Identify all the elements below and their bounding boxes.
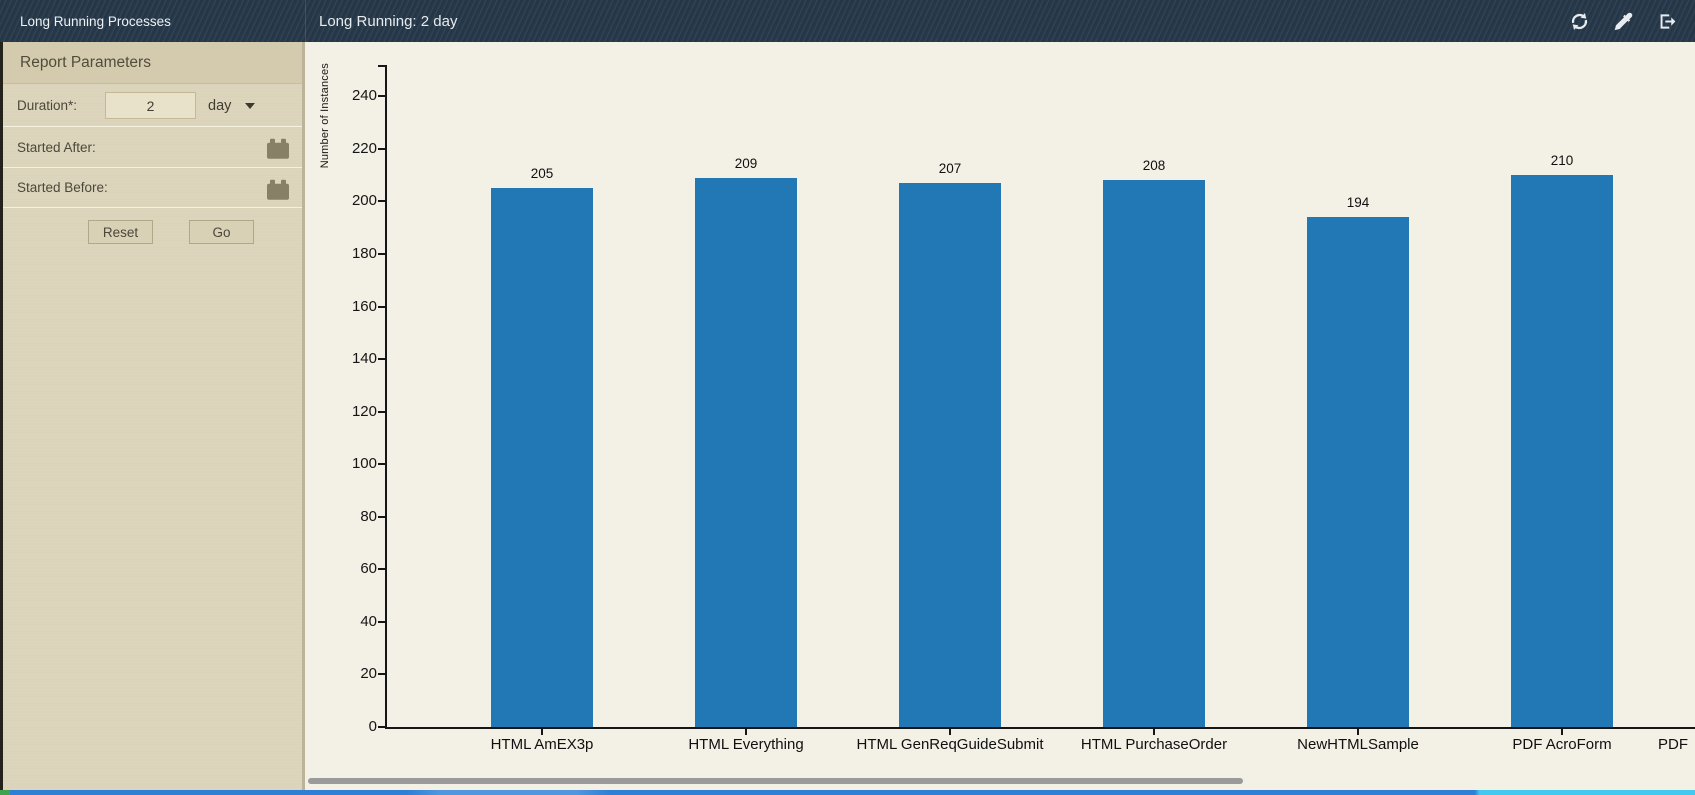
sidebar: Report Parameters Duration*: day Started… <box>0 42 305 795</box>
y-axis-line <box>378 65 387 729</box>
bar[interactable] <box>1103 180 1205 727</box>
bar-value-label: 208 <box>1142 158 1166 173</box>
y-tick-label: 220 <box>351 139 377 157</box>
refresh-button[interactable] <box>1567 9 1591 33</box>
x-axis-line <box>385 727 1695 729</box>
y-tick-label: 180 <box>351 244 377 262</box>
report-title: Long Running: 2 day <box>319 12 458 30</box>
bar-value-label: 209 <box>734 156 758 171</box>
y-tick-label: 200 <box>351 192 377 210</box>
y-tick <box>378 95 385 98</box>
report-parameters-title: Report Parameters <box>20 53 151 71</box>
y-tick <box>378 200 385 203</box>
app-header: Long Running Processes Long Running: 2 d… <box>0 0 1695 42</box>
y-tick-label: 40 <box>360 612 377 630</box>
report-parameters-header: Report Parameters <box>3 42 302 84</box>
y-tick <box>378 726 385 728</box>
y-tick <box>378 410 385 413</box>
y-tick <box>378 252 385 255</box>
y-tick <box>378 620 385 623</box>
y-tick-label: 160 <box>351 297 377 315</box>
y-tick-label: 60 <box>360 560 377 578</box>
started-before-row: Started Before: <box>3 168 302 208</box>
duration-input[interactable] <box>105 92 196 119</box>
x-axis-label: HTML PurchaseOrder <box>1080 736 1228 753</box>
eyedropper-button[interactable] <box>1611 9 1635 33</box>
bottom-accent-strip <box>0 790 1695 795</box>
bar[interactable] <box>491 188 593 727</box>
y-tick-label: 0 <box>368 718 377 735</box>
horizontal-scrollbar-thumb[interactable] <box>308 778 1243 784</box>
y-tick-label: 20 <box>360 665 377 683</box>
y-tick <box>378 463 385 466</box>
y-tick <box>378 515 385 518</box>
y-tick <box>378 147 385 150</box>
bar-value-label: 207 <box>938 161 962 176</box>
y-tick-label: 120 <box>351 402 377 420</box>
started-before-label: Started Before: <box>17 180 108 195</box>
duration-unit-select[interactable]: day <box>208 92 256 119</box>
y-tick <box>378 673 385 676</box>
x-axis-label: PDF AcroForm <box>1512 736 1612 753</box>
header-actions <box>1567 9 1695 33</box>
bar-value-label: 210 <box>1550 153 1574 168</box>
report-header: Long Running: 2 day <box>305 0 1695 42</box>
refresh-icon <box>1571 12 1587 30</box>
export-button[interactable] <box>1655 9 1679 33</box>
calendar-icon <box>267 179 289 200</box>
x-axis-label: HTML Everything <box>688 736 804 753</box>
y-tick <box>378 358 385 361</box>
x-axis-label-partial: PDF <box>1658 736 1688 753</box>
bar-value-label: 194 <box>1346 195 1370 210</box>
duration-label: Duration*: <box>17 97 78 113</box>
y-tick-label: 100 <box>351 455 377 473</box>
started-after-calendar-button[interactable] <box>267 138 289 159</box>
x-tick <box>1153 729 1155 735</box>
export-icon <box>1660 13 1675 29</box>
bar-value-label: 205 <box>530 166 554 181</box>
started-after-label: Started After: <box>17 139 96 155</box>
y-tick <box>378 568 385 571</box>
started-after-row: Started After: <box>3 127 302 168</box>
y-tick-label: 240 <box>351 87 377 105</box>
x-tick <box>1561 729 1563 735</box>
started-before-calendar-button[interactable] <box>267 178 289 200</box>
x-axis-label: HTML GenReqGuideSubmit <box>856 736 1044 753</box>
y-tick-label: 80 <box>360 507 377 525</box>
app-header-left: Long Running Processes <box>0 0 305 42</box>
chart-area: Number of Instances 0 20 40 60 80 100 120 140 16… <box>305 42 1695 795</box>
calendar-icon <box>267 138 289 159</box>
eyedropper-icon <box>1614 12 1632 30</box>
app-title: Long Running Processes <box>20 13 171 29</box>
bar[interactable] <box>1307 217 1409 727</box>
x-axis-label: HTML AmEX3p <box>490 736 594 753</box>
x-tick <box>1357 729 1359 735</box>
y-tick <box>378 305 385 308</box>
x-tick <box>949 729 951 735</box>
chevron-down-icon <box>245 102 256 109</box>
bar[interactable] <box>1511 175 1613 727</box>
bar[interactable] <box>695 178 797 727</box>
go-button[interactable]: Go <box>189 220 254 244</box>
reset-button[interactable]: Reset <box>88 220 153 244</box>
bar[interactable] <box>899 183 1001 727</box>
duration-unit-value: day <box>208 97 232 114</box>
duration-row: Duration*: day <box>3 84 302 127</box>
x-axis-label: NewHTMLSample <box>1297 736 1419 753</box>
x-tick <box>541 729 543 735</box>
x-tick <box>745 729 747 735</box>
y-tick-label: 140 <box>351 350 377 368</box>
sidebar-buttons: Reset Go <box>3 220 302 244</box>
